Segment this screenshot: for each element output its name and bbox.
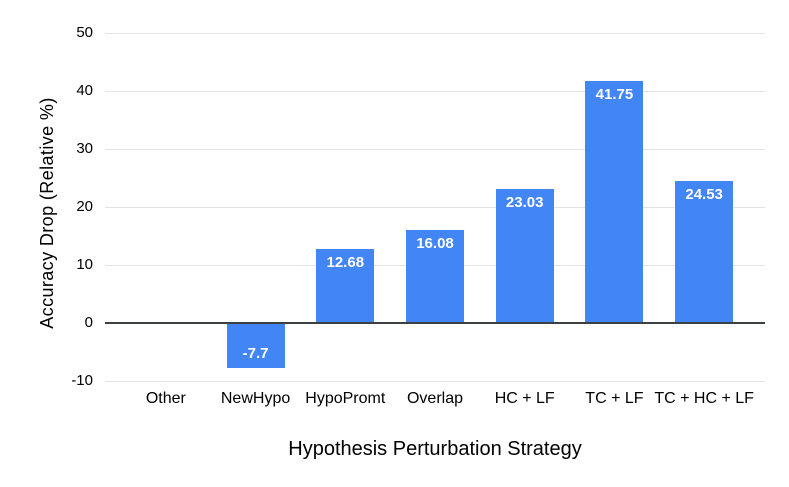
gridline (105, 91, 765, 92)
x-tick-label: NewHypo (220, 390, 291, 407)
bar-tc-lf: 41.75 (585, 80, 644, 323)
y-tick-label: 10 (76, 256, 93, 273)
y-tick-label: -10 (71, 372, 93, 389)
bar-value-label: 16.08 (416, 234, 454, 252)
gridline (105, 207, 765, 208)
x-tick-label: TC + HC + LF (654, 390, 754, 407)
x-tick-label: HypoPromt (305, 390, 386, 407)
x-tick-label: Overlap (406, 390, 464, 407)
bar-hc-lf: 23.03 (495, 189, 554, 323)
bar-value-label: 23.03 (505, 194, 544, 212)
y-tick-label: 0 (84, 314, 93, 331)
bar-overlap: 16.08 (406, 229, 464, 323)
bar-hypopromt: 12.68 (316, 249, 375, 323)
y-tick-label: 30 (76, 140, 93, 157)
x-axis-line (105, 322, 765, 324)
bar-value-label: 24.53 (685, 185, 723, 203)
x-tick-label: Other (145, 390, 186, 407)
plot-area: -7.7 12.68 16.08 23.03 41.75 24.53 (105, 33, 765, 382)
y-tick-label: 20 (76, 198, 93, 215)
x-tick-label: TC + LF (585, 390, 644, 407)
y-tick-label: 40 (76, 82, 93, 99)
bar-tc-hc-lf: 24.53 (675, 180, 734, 323)
x-axis-title: Hypothesis Perturbation Strategy (288, 438, 582, 460)
x-tick-label: HC + LF (494, 390, 555, 407)
gridline (105, 149, 765, 150)
bar-newhypo: -7.7 (226, 323, 285, 368)
bar-value-label: -7.7 (242, 344, 269, 362)
bar-value-label: 41.75 (595, 85, 634, 103)
bar-value-label: 12.68 (326, 254, 365, 272)
y-tick-label: 50 (76, 24, 93, 41)
gridline (105, 33, 765, 34)
gridline (105, 381, 765, 382)
